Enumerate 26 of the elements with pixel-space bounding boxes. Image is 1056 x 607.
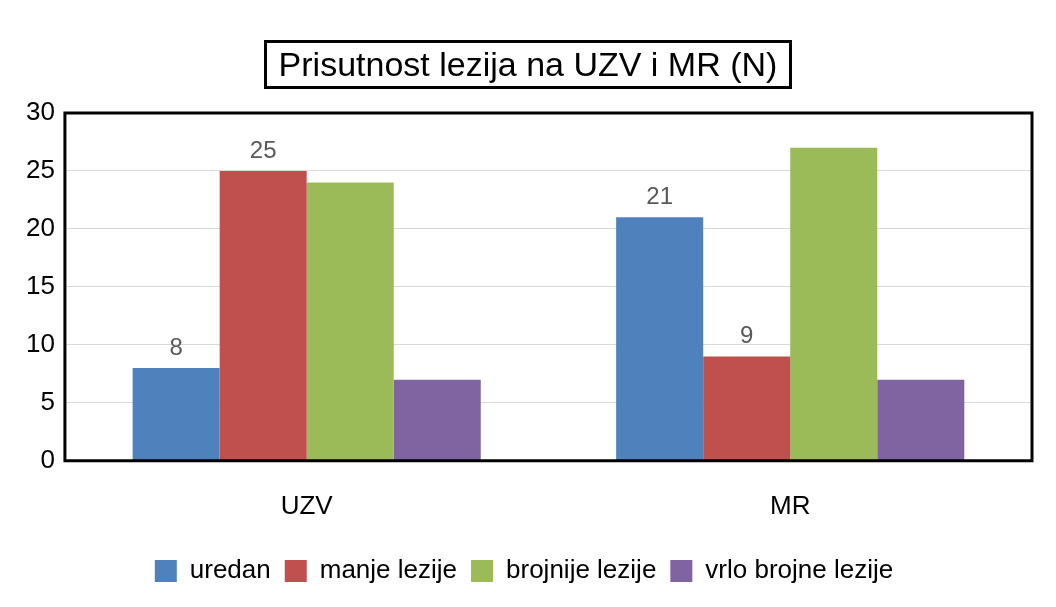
x-tick-label: MR bbox=[770, 489, 811, 520]
bar bbox=[616, 217, 704, 461]
bar bbox=[877, 379, 965, 461]
y-tick-label: 25 bbox=[26, 154, 55, 185]
bar bbox=[790, 147, 878, 461]
y-tick-label: 0 bbox=[40, 443, 55, 474]
bar bbox=[132, 368, 220, 461]
data-label: 21 bbox=[646, 181, 674, 209]
y-tick-label: 20 bbox=[26, 212, 55, 243]
bar bbox=[219, 170, 307, 461]
legend-label: brojnije lezije bbox=[506, 554, 657, 585]
y-tick-label: 15 bbox=[26, 270, 55, 301]
y-tick-label: 30 bbox=[26, 96, 55, 127]
legend-label: manje lezije bbox=[319, 554, 458, 585]
bar bbox=[306, 182, 394, 461]
y-tick-label: 10 bbox=[26, 328, 55, 359]
data-label: 8 bbox=[169, 332, 183, 360]
x-tick-label: UZV bbox=[280, 489, 334, 520]
y-tick-label: 5 bbox=[40, 386, 55, 417]
data-label: 9 bbox=[740, 321, 754, 349]
legend-label: uredan bbox=[189, 554, 271, 585]
legend-label: vrlo brojne lezije bbox=[705, 554, 894, 585]
bar bbox=[703, 356, 791, 461]
data-label: 25 bbox=[249, 135, 277, 163]
bar bbox=[393, 379, 481, 461]
chart-title: Prisutnost lezija na UZV i MR (N) bbox=[263, 40, 793, 89]
